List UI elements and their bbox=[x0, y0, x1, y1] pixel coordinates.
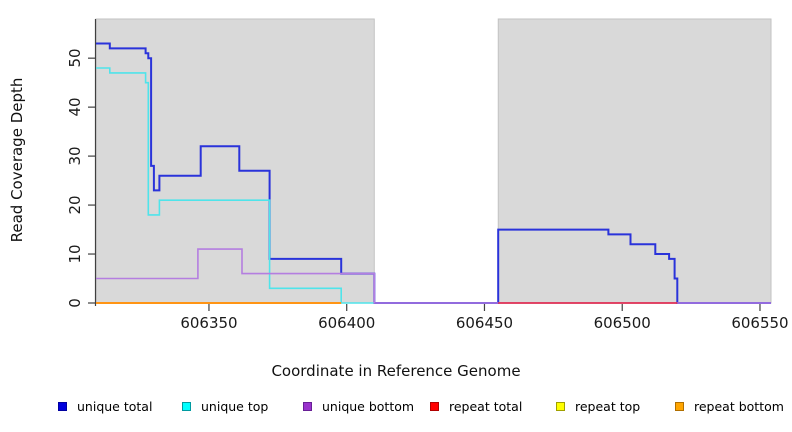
series-line-unique-top bbox=[96, 67, 375, 304]
series-line-unique-total bbox=[96, 42, 771, 304]
y-tick-label: 0 bbox=[66, 298, 84, 308]
x-tick-label: 606550 bbox=[731, 314, 789, 332]
x-tick-label: 606500 bbox=[593, 314, 651, 332]
y-tick-label: 20 bbox=[66, 195, 84, 215]
x-axis-title: Coordinate in Reference Genome bbox=[271, 362, 521, 380]
shaded-coverage-region bbox=[95, 18, 375, 304]
x-tick-label: 606450 bbox=[455, 314, 514, 332]
y-axis-title: Read Coverage Depth bbox=[8, 77, 26, 243]
y-tick-label: 10 bbox=[66, 244, 84, 264]
series-line-unique-bottom bbox=[96, 248, 771, 304]
y-tick-label: 50 bbox=[66, 48, 84, 68]
y-tick-label: 40 bbox=[66, 97, 84, 117]
x-tick-label: 606400 bbox=[318, 314, 376, 332]
y-tick-label: 30 bbox=[66, 146, 84, 166]
x-tick-label: 606350 bbox=[180, 314, 238, 332]
shaded-coverage-region bbox=[497, 18, 772, 304]
